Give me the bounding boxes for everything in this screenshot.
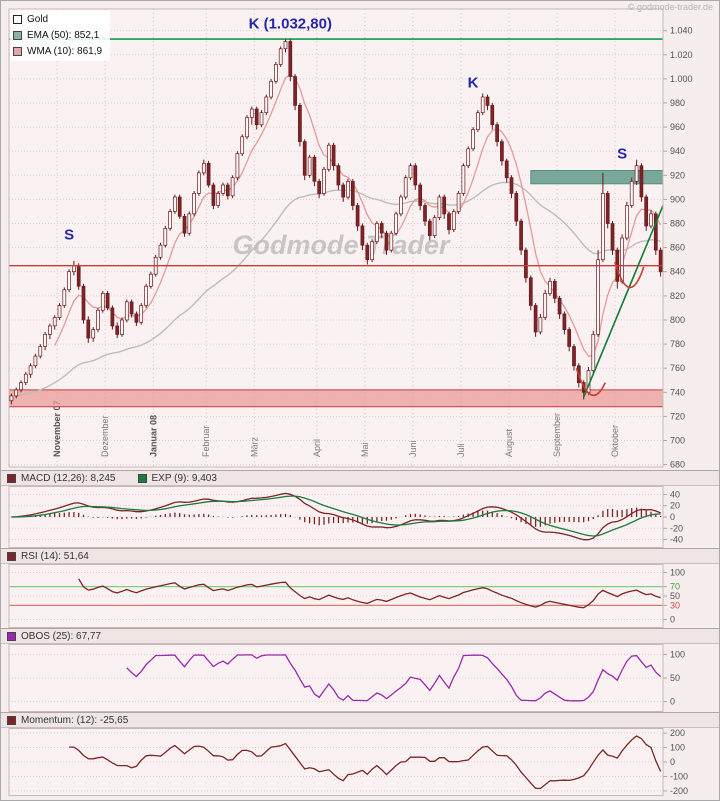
price-tick-label: 880: [670, 219, 685, 229]
copyright: © godmode-trader.de: [627, 2, 713, 12]
price-tick-label: 680: [670, 460, 685, 470]
red-arc-mark: [614, 261, 645, 289]
month-label: Juni: [408, 440, 418, 457]
month-label: März: [249, 437, 259, 457]
month-label: Dezember: [100, 415, 110, 457]
svg-text:0: 0: [670, 512, 675, 522]
macd-panel-header: MACD (12,26): 8,245 EXP (9): 9,403: [1, 470, 719, 486]
price-tick-label: 920: [670, 170, 685, 180]
svg-text:50: 50: [670, 591, 680, 601]
month-label: November 07: [52, 400, 62, 457]
price-tick-label: 1.000: [670, 74, 693, 84]
momentum-label: Momentum: (12): -25,65: [21, 714, 129, 726]
price-tick-label: 960: [670, 122, 685, 132]
watermark: Godmode Trader: [232, 230, 451, 260]
svg-text:20: 20: [670, 501, 680, 511]
svg-text:200: 200: [670, 728, 685, 738]
price-tick-label: 840: [670, 267, 685, 277]
svg-text:30: 30: [670, 600, 680, 610]
price-tick-label: 780: [670, 339, 685, 349]
gold-label: Gold: [27, 13, 49, 25]
main-legend: Gold EMA (50): 852,1 WMA (10): 861,9: [10, 10, 111, 61]
price-tick-label: 800: [670, 315, 685, 325]
annotation-s: S: [617, 146, 627, 163]
candlestick-series: [9, 39, 663, 405]
month-label: Januar 08: [148, 415, 158, 457]
svg-text:-20: -20: [670, 523, 683, 533]
price-tick-label: 700: [670, 436, 685, 446]
price-tick-label: 1.040: [670, 26, 693, 36]
ema-swatch: [13, 30, 22, 40]
month-label: Mai: [360, 442, 370, 457]
wma-label: WMA (10): 861,9: [27, 45, 103, 57]
month-label: August: [504, 428, 514, 457]
legend-wma-row: WMA (10): 861,9: [13, 43, 102, 59]
price-tick-label: 760: [670, 363, 685, 373]
main-price-chart: 680 700 720 740 760 780 800 820 840 860 880 900 920 9…: [8, 8, 693, 470]
svg-text:-200: -200: [670, 786, 688, 796]
annotation-k: K: [468, 75, 479, 92]
wma-swatch: [13, 46, 22, 56]
svg-text:100: 100: [670, 568, 685, 578]
rsi-panel-header: RSI (14): 51,64: [1, 548, 719, 564]
price-tick-label: 720: [670, 411, 685, 421]
svg-text:100: 100: [670, 649, 685, 659]
momentum-swatch: [7, 715, 16, 725]
momentum-plot: 200 100 0 -100 -200: [8, 728, 688, 796]
month-label: Oktober: [610, 425, 620, 457]
obos-label: OBOS (25): 67,77: [21, 630, 102, 642]
svg-text:-40: -40: [670, 535, 683, 545]
ema-label: EMA (50): 852,1: [27, 29, 100, 41]
legend-gold-row: Gold: [13, 11, 102, 27]
svg-text:0: 0: [670, 615, 675, 625]
svg-text:-100: -100: [670, 772, 688, 782]
price-tick-label: 940: [670, 146, 685, 156]
macd-swatch: [7, 473, 16, 483]
price-tick-label: 1.020: [670, 50, 693, 60]
legend-ema-row: EMA (50): 852,1: [13, 27, 102, 43]
obos-panel-header: OBOS (25): 67,77: [1, 628, 719, 644]
momentum-panel-header: Momentum: (12): -25,65: [1, 712, 719, 728]
price-tick-label: 820: [670, 291, 685, 301]
rsi-label: RSI (14): 51,64: [21, 550, 89, 562]
svg-text:0: 0: [670, 697, 675, 707]
svg-text:50: 50: [670, 673, 680, 683]
price-tick-label: 980: [670, 98, 685, 108]
annotation-k: K (1.032,80): [249, 16, 332, 33]
exp-label: EXP (9): 9,403: [151, 472, 217, 484]
obos-swatch: [7, 631, 16, 641]
price-tick-label: 860: [670, 243, 685, 253]
red-arc-mark: [575, 367, 607, 397]
obos-plot: 100 50 0: [8, 644, 685, 712]
price-tick-label: 900: [670, 194, 685, 204]
month-label: September: [552, 413, 562, 457]
month-label: Juli: [456, 443, 466, 457]
svg-text:40: 40: [670, 490, 680, 500]
svg-text:100: 100: [670, 743, 685, 753]
month-label: Februar: [201, 425, 211, 457]
price-tick-label: 740: [670, 387, 685, 397]
exp-swatch: [137, 473, 147, 483]
annotation-s: S: [64, 226, 74, 243]
macd-label: MACD (12,26): 8,245: [21, 472, 116, 484]
gold-candle-swatch: [13, 14, 22, 24]
svg-text:70: 70: [670, 582, 680, 592]
svg-text:0: 0: [670, 757, 675, 767]
rsi-swatch: [7, 551, 16, 561]
month-label: April: [312, 439, 322, 457]
